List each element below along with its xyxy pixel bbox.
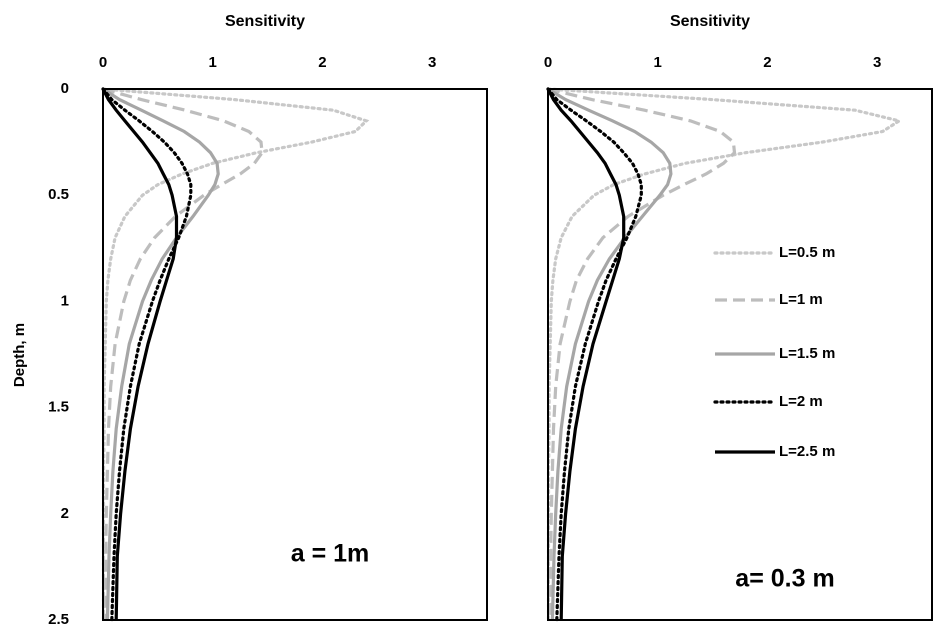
series-line [102,87,220,621]
annotation: a= 0.3 m [735,565,834,593]
series-line [102,87,264,621]
y-tick-label: 1 [61,292,69,309]
x-tick-label: 1 [209,54,217,71]
series-line [101,87,193,622]
series-line [546,88,626,621]
y-tick-label: 0.5 [48,186,69,203]
y-tick-label: 2 [61,505,69,522]
legend-label: L=2.5 m [779,443,835,460]
legend-label: L=1 m [779,291,823,308]
y-tick-label: 1.5 [48,399,69,416]
chart-title: Sensitivity [670,13,750,30]
x-tick-label: 2 [763,54,771,71]
x-tick-label: 3 [873,54,881,71]
y-tick-label: 2.5 [48,611,69,628]
legend-label: L=2 m [779,393,823,410]
legend-label: L=1.5 m [779,345,835,362]
x-tick-label: 1 [654,54,662,71]
plot-frame [102,88,488,621]
series-line [547,87,737,621]
series-line [547,87,673,621]
plot-frame [547,88,933,621]
legend-label: L=0.5 m [779,244,835,261]
y-tick-label: 0 [61,80,69,97]
x-tick-label: 3 [428,54,436,71]
series-line [546,87,643,622]
y-axis-label: Depth, m [11,323,28,387]
x-tick-label: 0 [544,54,552,71]
series-line [101,88,179,621]
annotation: a = 1m [291,540,370,568]
x-tick-label: 0 [99,54,107,71]
x-tick-label: 2 [318,54,326,71]
chart-title: Sensitivity [225,13,305,30]
